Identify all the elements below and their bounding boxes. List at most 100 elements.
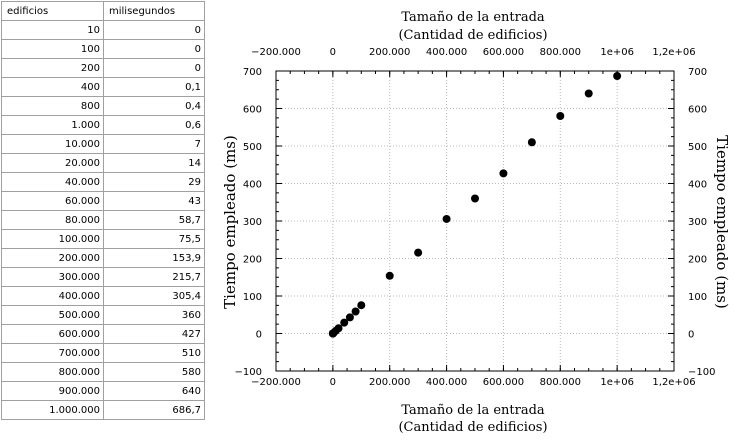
table-row[interactable]: 300.000 215,7 (1, 267, 205, 287)
table-row[interactable]: 20.000 14 (1, 153, 205, 173)
y-tick-label-right: 400 (688, 180, 707, 191)
x-tick-label-top: 400.000 (426, 47, 467, 58)
table-row[interactable]: 200 0 (1, 58, 205, 78)
y-tick-label-left: 300 (243, 217, 262, 228)
cell-milisegundos[interactable]: 305,4 (103, 286, 205, 306)
data-point (414, 248, 423, 257)
data-point (345, 313, 354, 322)
table-row[interactable]: 1.000.000 686,7 (1, 400, 205, 420)
table-row[interactable]: 600.000 427 (1, 324, 205, 344)
x-axis-label: Tamaño de la entrada (401, 403, 545, 418)
cell-milisegundos[interactable]: 360 (103, 305, 205, 325)
cell-milisegundos[interactable]: 215,7 (103, 267, 205, 287)
cell-edificios[interactable]: 100 (1, 39, 104, 59)
chart-title: Tamaño de la entrada (401, 10, 545, 25)
y-tick-label-right: 500 (688, 142, 707, 153)
table-row[interactable]: 10.000 7 (1, 134, 205, 154)
data-point (556, 112, 565, 120)
table-row[interactable]: 100 0 (1, 39, 205, 59)
cell-edificios[interactable]: 800.000 (1, 362, 104, 382)
cell-milisegundos[interactable]: 58,7 (103, 210, 205, 230)
table-row[interactable]: 800 0,4 (1, 96, 205, 116)
cell-edificios[interactable]: 600.000 (1, 324, 104, 344)
cell-milisegundos[interactable]: 0,4 (103, 96, 205, 116)
cell-edificios[interactable]: 1.000.000 (1, 400, 104, 420)
y-tick-label-left: 200 (243, 255, 262, 266)
cell-edificios[interactable]: 10.000 (1, 134, 104, 154)
cell-edificios[interactable]: 500.000 (1, 305, 104, 325)
y-tick-label-right: 700 (688, 67, 707, 78)
cell-edificios[interactable]: 700.000 (1, 343, 104, 363)
column-header-edificios[interactable]: edificios (1, 1, 104, 21)
cell-edificios[interactable]: 100.000 (1, 229, 104, 249)
cell-edificios[interactable]: 10 (1, 20, 104, 40)
x-tick-label-top: 800.000 (540, 47, 581, 58)
table-row[interactable]: 10 0 (1, 20, 205, 40)
table-row[interactable]: 100.000 75,5 (1, 229, 205, 249)
table-row[interactable]: 60.000 43 (1, 191, 205, 211)
data-point (613, 71, 622, 80)
y-tick-label-left: 400 (243, 180, 262, 191)
cell-milisegundos[interactable]: 29 (103, 172, 205, 192)
scatter-chart: Tamaño de la entrada (Cantidad de edific… (221, 10, 731, 435)
cell-milisegundos[interactable]: 0 (103, 39, 205, 59)
x-tick-label-top: 0 (330, 47, 336, 58)
table-row[interactable]: 200.000 153,9 (1, 248, 205, 268)
table-row[interactable]: 500.000 360 (1, 305, 205, 325)
data-table: edificios milisegundos 10 0 100 0 200 0 400 0,1… (1, 1, 205, 420)
y-axis-label-left: Tiempo empleado (ms) (221, 135, 239, 309)
table-row[interactable]: 1.000 0,6 (1, 115, 205, 135)
cell-edificios[interactable]: 200 (1, 58, 104, 78)
cell-edificios[interactable]: 1.000 (1, 115, 104, 135)
cell-milisegundos[interactable]: 153,9 (103, 248, 205, 268)
y-tick-label-left: 100 (243, 292, 262, 303)
cell-milisegundos[interactable]: 14 (103, 153, 205, 173)
data-point (385, 271, 394, 280)
table-row[interactable]: 900.000 640 (1, 381, 205, 401)
data-point (334, 324, 343, 333)
y-tick-label-left: 700 (243, 67, 262, 78)
cell-milisegundos[interactable]: 7 (103, 134, 205, 154)
cell-milisegundos[interactable]: 0,1 (103, 77, 205, 97)
cell-milisegundos[interactable]: 0,6 (103, 115, 205, 135)
y-tick-label-left: −100 (235, 367, 262, 378)
y-tick-label-right: 300 (688, 217, 707, 228)
cell-edificios[interactable]: 60.000 (1, 191, 104, 211)
cell-edificios[interactable]: 800 (1, 96, 104, 116)
cell-edificios[interactable]: 400.000 (1, 286, 104, 306)
cell-milisegundos[interactable]: 0 (103, 58, 205, 78)
table-row[interactable]: 400 0,1 (1, 77, 205, 97)
cell-edificios[interactable]: 40.000 (1, 172, 104, 192)
cell-milisegundos[interactable]: 43 (103, 191, 205, 211)
table-row[interactable]: 80.000 58,7 (1, 210, 205, 230)
plot-area: −200.000 −200.000 0 0 200.000 200.000 400.000 4… (235, 47, 716, 388)
x-tick-label-top: 1e+06 (600, 47, 634, 58)
y-tick-label-right: 100 (688, 292, 707, 303)
cell-milisegundos[interactable]: 510 (103, 343, 205, 363)
table-row[interactable]: 700.000 510 (1, 343, 205, 363)
cell-edificios[interactable]: 80.000 (1, 210, 104, 230)
data-point (471, 194, 479, 203)
y-tick-label-right: 200 (688, 255, 707, 266)
table-row[interactable]: 800.000 580 (1, 362, 205, 382)
x-tick-label-bottom: 1e+06 (600, 377, 634, 388)
x-tick-label-bottom: −200.000 (251, 377, 301, 388)
cell-edificios[interactable]: 20.000 (1, 153, 104, 173)
cell-edificios[interactable]: 400 (1, 77, 104, 97)
table-row[interactable]: 400.000 305,4 (1, 286, 205, 306)
cell-milisegundos[interactable]: 686,7 (103, 400, 205, 420)
x-tick-label-top: 200.000 (369, 47, 410, 58)
cell-milisegundos[interactable]: 75,5 (103, 229, 205, 249)
cell-edificios[interactable]: 900.000 (1, 381, 104, 401)
cell-milisegundos[interactable]: 580 (103, 362, 205, 382)
cell-milisegundos[interactable]: 0 (103, 20, 205, 40)
x-tick-label-top: −200.000 (251, 47, 301, 58)
table-row[interactable]: 40.000 29 (1, 172, 205, 192)
cell-milisegundos[interactable]: 640 (103, 381, 205, 401)
data-point (584, 89, 593, 98)
y-axis-label-right: Tiempo empleado (ms) (713, 135, 731, 309)
cell-edificios[interactable]: 300.000 (1, 267, 104, 287)
column-header-milisegundos[interactable]: milisegundos (103, 1, 205, 21)
cell-milisegundos[interactable]: 427 (103, 324, 205, 344)
cell-edificios[interactable]: 200.000 (1, 248, 104, 268)
